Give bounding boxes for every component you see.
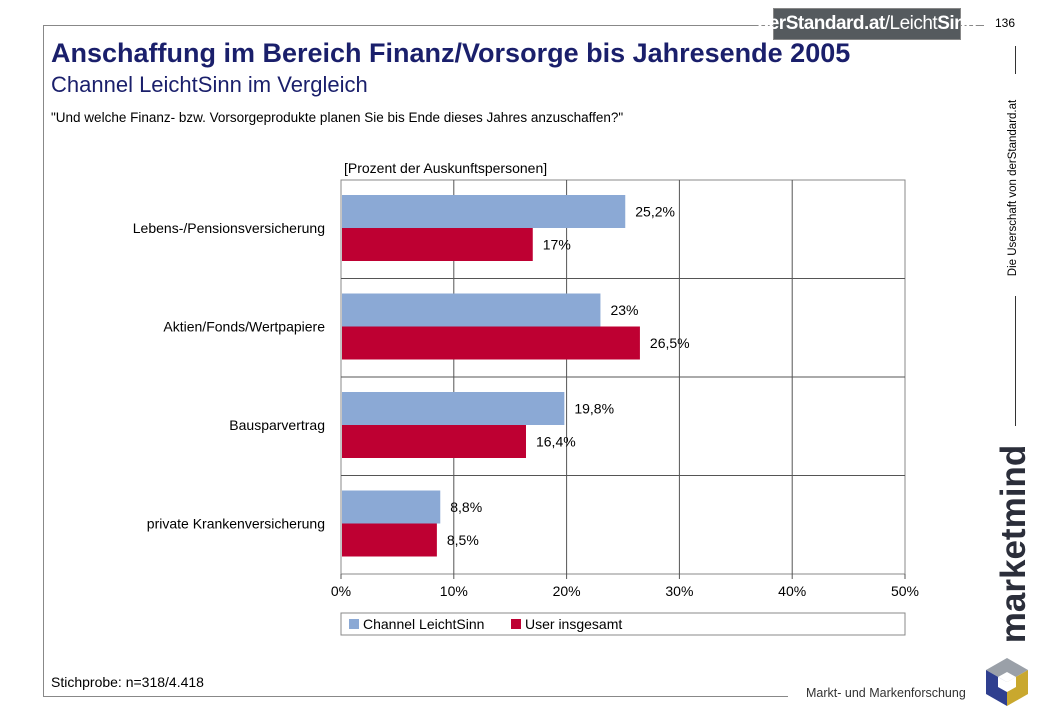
top-rule	[43, 25, 984, 26]
data-label: 25,2%	[635, 204, 675, 220]
legend-label: User insgesamt	[525, 616, 622, 632]
x-tick-label: 10%	[440, 583, 468, 599]
category-label: private Krankenversicherung	[147, 516, 325, 532]
derstandard-logo: derStandard.at/LeichtSinn	[758, 8, 977, 40]
category-label: Aktien/Fonds/Wertpapiere	[163, 319, 325, 335]
x-tick-label: 0%	[331, 583, 351, 599]
bar	[342, 195, 626, 228]
page-title: Anschaffung im Bereich Finanz/Vorsorge b…	[51, 38, 851, 68]
data-label: 16,4%	[536, 434, 576, 450]
page-subtitle: Channel LeichtSinn im Vergleich	[51, 72, 368, 97]
x-tick-label: 40%	[778, 583, 806, 599]
category-label: Bausparvertrag	[229, 417, 325, 433]
marketmind-subline: Markt- und Markenforschung	[806, 686, 966, 700]
data-label: 17%	[543, 237, 571, 253]
bar	[342, 228, 533, 261]
bar	[342, 392, 565, 425]
data-label: 8,8%	[450, 499, 482, 515]
sample-note: Stichprobe: n=318/4.418	[51, 674, 204, 690]
ownership-note: Die Userschaft von derStandard.at	[1007, 99, 1019, 277]
bar	[342, 293, 601, 327]
sidebar-rule-middle	[1015, 296, 1016, 426]
x-tick-label: 30%	[665, 583, 693, 599]
bar	[342, 490, 441, 524]
survey-question: "Und welche Finanz- bzw. Vorsorgeprodukt…	[51, 110, 624, 125]
legend-swatch	[349, 619, 359, 629]
legend-box	[340, 612, 906, 636]
page-number: 136	[995, 16, 1016, 30]
marketmind-logo: marketmind	[994, 444, 1033, 644]
axis-title: [Prozent der Auskunftspersonen]	[344, 160, 547, 176]
category-label: Lebens-/Pensionsversicherung	[133, 220, 325, 236]
sidebar-rule-top	[1015, 46, 1016, 74]
bottom-rule	[43, 696, 788, 697]
cube-logo-icon	[986, 658, 1028, 706]
left-rule	[43, 25, 44, 697]
data-label: 8,5%	[447, 532, 479, 548]
logo-text: derStandard.at/LeichtSinn	[757, 13, 977, 34]
bar	[342, 326, 640, 360]
bar	[342, 425, 526, 458]
legend-swatch	[511, 619, 521, 629]
x-tick-label: 50%	[891, 583, 919, 599]
data-label: 23%	[610, 302, 638, 318]
x-tick-label: 20%	[553, 583, 581, 599]
legend-label: Channel LeichtSinn	[363, 616, 484, 632]
data-label: 19,8%	[574, 401, 614, 417]
bar	[342, 523, 437, 557]
data-label: 26,5%	[650, 335, 690, 351]
